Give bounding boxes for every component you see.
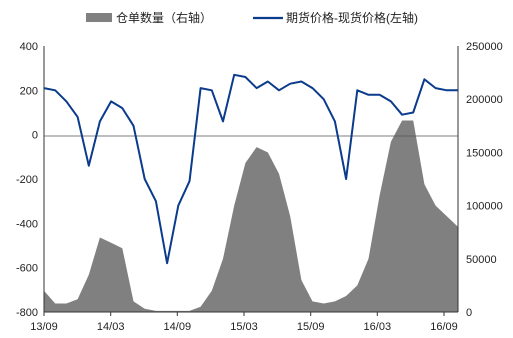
- left-tick-label: -600: [16, 263, 38, 275]
- x-tick-label: 15/09: [297, 321, 325, 333]
- spread-line: [43, 73, 458, 265]
- x-tick-label: 14/09: [164, 321, 192, 333]
- left-tick-label: 0: [32, 130, 38, 142]
- right-tick-label: 150000: [466, 147, 503, 159]
- warrant-area-series: [44, 120, 458, 312]
- x-tick-label: 16/09: [430, 321, 458, 333]
- left-tick-label: -200: [16, 174, 38, 186]
- left-tick-label: -400: [16, 218, 38, 230]
- x-tick-label: 14/03: [97, 321, 125, 333]
- x-tick-label: 16/03: [364, 321, 392, 333]
- x-tick-label: 13/09: [30, 321, 58, 333]
- legend-swatch-warrants: [86, 13, 112, 22]
- legend-label-warrants: 仓单数量（右轴）: [116, 10, 212, 25]
- right-tick-label: 200000: [466, 94, 503, 106]
- right-tick-label: 0: [466, 307, 472, 319]
- warrant-area: [44, 120, 458, 312]
- left-tick-label: 200: [20, 85, 38, 97]
- right-tick-label: 50000: [466, 254, 497, 266]
- tick-labels: 400 200 0 -200 -400 -600 -800 250000 200000 15000…: [16, 41, 503, 333]
- left-tick-label: -800: [16, 307, 38, 319]
- x-tick-label: 15/03: [230, 321, 258, 333]
- right-tick-label: 100000: [466, 201, 503, 213]
- right-tick-label: 250000: [466, 41, 503, 53]
- legend: 仓单数量（右轴） 期货价格-现货价格(左轴): [86, 10, 418, 25]
- left-tick-label: 400: [20, 41, 38, 53]
- legend-label-spread: 期货价格-现货价格(左轴): [286, 10, 418, 25]
- spread-line-series: [43, 73, 458, 265]
